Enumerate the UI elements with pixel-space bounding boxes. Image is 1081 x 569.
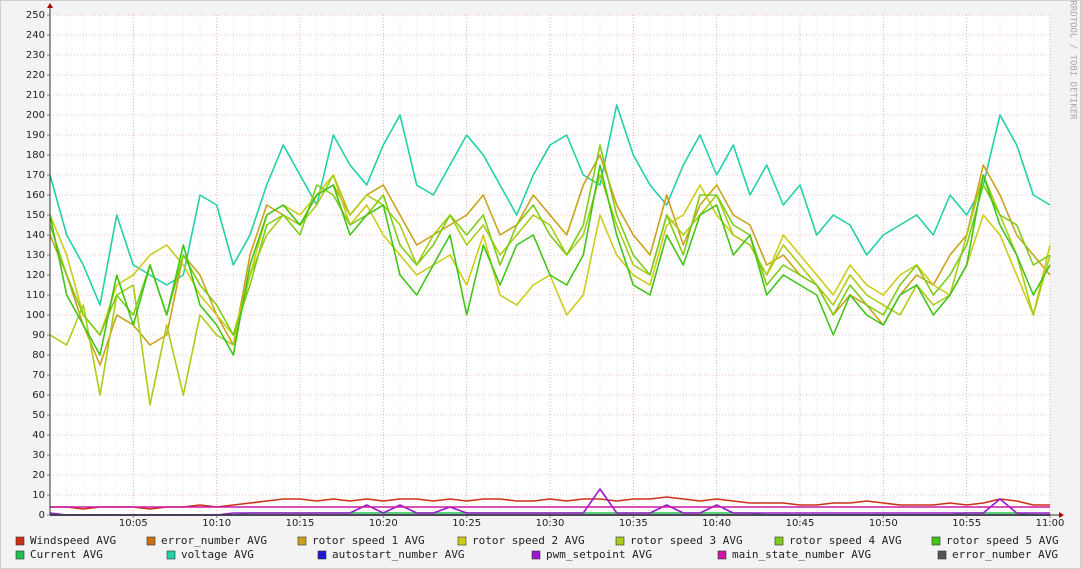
legend-label: error_number AVG — [952, 548, 1058, 561]
series-line — [49, 164, 1051, 356]
x-tick-label: 10:40 — [702, 518, 731, 529]
legend-swatch — [531, 550, 541, 560]
legend-swatch — [15, 536, 25, 546]
legend-label: rotor speed 4 AVG — [789, 534, 902, 547]
legend-label: rotor speed 5 AVG — [946, 534, 1059, 547]
y-tick-label: 20 — [32, 470, 45, 481]
y-tick-label: 110 — [26, 290, 45, 301]
legend-swatch — [297, 536, 307, 546]
watermark: RRDTOOL / TOBI OETIKER — [1068, 0, 1078, 120]
x-tick-label: 10:50 — [869, 518, 898, 529]
x-tick-label: 11:00 — [1036, 518, 1065, 529]
y-tick-label: 0 — [39, 510, 45, 521]
legend-label: rotor speed 1 AVG — [312, 534, 425, 547]
legend-label: pwm_setpoint AVG — [546, 548, 652, 561]
x-tick-label: 10:45 — [786, 518, 815, 529]
legend-label: autostart_number AVG — [332, 548, 464, 561]
legend-swatch — [15, 550, 25, 560]
y-tick-label: 250 — [26, 10, 45, 21]
y-tick-label: 80 — [32, 350, 45, 361]
y-tick-label: 60 — [32, 390, 45, 401]
legend-swatch — [937, 550, 947, 560]
y-arrow — [47, 3, 53, 8]
legend-label: Current AVG — [30, 548, 103, 561]
x-tick-label: 10:10 — [202, 518, 231, 529]
y-tick-label: 90 — [32, 330, 45, 341]
y-tick-label: 210 — [26, 90, 45, 101]
x-tick-label: 10:30 — [536, 518, 565, 529]
y-tick-label: 230 — [26, 50, 45, 61]
y-tick-label: 150 — [26, 210, 45, 221]
y-tick-label: 220 — [26, 70, 45, 81]
legend-swatch — [931, 536, 941, 546]
x-tick-label: 10:15 — [286, 518, 315, 529]
legend-swatch — [317, 550, 327, 560]
y-tick-label: 170 — [26, 170, 45, 181]
y-tick-label: 10 — [32, 490, 45, 501]
series-line — [49, 174, 1051, 406]
legend-swatch — [146, 536, 156, 546]
y-tick-label: 180 — [26, 150, 45, 161]
y-tick-label: 100 — [26, 310, 45, 321]
x-arrow — [1059, 512, 1064, 518]
y-tick-label: 70 — [32, 370, 45, 381]
legend-swatch — [615, 536, 625, 546]
x-tick-label: 10:55 — [952, 518, 981, 529]
x-tick-label: 10:05 — [119, 518, 148, 529]
x-tick-label: 10:35 — [619, 518, 648, 529]
y-tick-label: 40 — [32, 430, 45, 441]
legend-label: Windspeed AVG — [30, 534, 116, 547]
legend-swatch — [166, 550, 176, 560]
legend-label: main_state_number AVG — [732, 548, 871, 561]
legend-label: rotor speed 3 AVG — [630, 534, 743, 547]
y-tick-label: 200 — [26, 110, 45, 121]
x-tick-label: 10:20 — [369, 518, 398, 529]
y-tick-label: 130 — [26, 250, 45, 261]
y-tick-label: 120 — [26, 270, 45, 281]
x-tick-label: 10:25 — [452, 518, 481, 529]
series-line — [49, 104, 1051, 306]
y-tick-label: 240 — [26, 30, 45, 41]
legend-label: voltage AVG — [181, 548, 254, 561]
y-tick-label: 50 — [32, 410, 45, 421]
legend-swatch — [717, 550, 727, 560]
y-tick-label: 190 — [26, 130, 45, 141]
y-tick-label: 160 — [26, 190, 45, 201]
legend-swatch — [457, 536, 467, 546]
legend-label: rotor speed 2 AVG — [472, 534, 585, 547]
series-line — [49, 144, 1051, 336]
legend-label: error_number AVG — [161, 534, 267, 547]
legend-swatch — [774, 536, 784, 546]
y-tick-label: 140 — [26, 230, 45, 241]
y-tick-label: 30 — [32, 450, 45, 461]
